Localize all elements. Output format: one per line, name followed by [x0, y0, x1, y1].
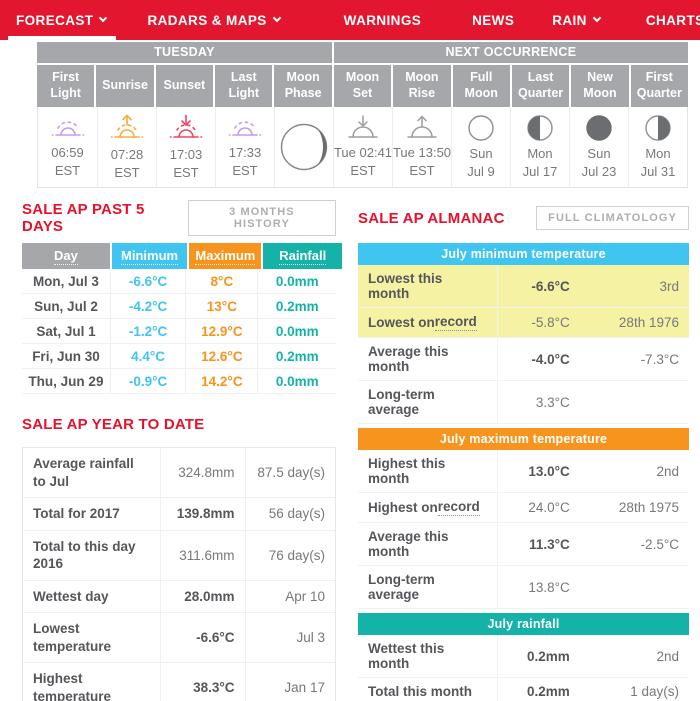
col-header-moon-set: Moon Set	[333, 65, 392, 107]
table-row: Average rainfall to Jul 324.8mm 87.5 day…	[23, 448, 335, 499]
first-light-icon	[51, 121, 84, 136]
table-row: Highest temperature 38.3°C Jan 17	[23, 663, 335, 701]
col-header-sunrise: Sunrise	[96, 65, 154, 107]
table-row: Sat, Jul 1 -1.2°C 12.9°C 0.0mm	[22, 319, 336, 344]
year-to-date-title: SALE AP YEAR TO DATE	[22, 416, 205, 433]
nav-label: NEWS	[472, 12, 515, 28]
table-row: Total to this day 2016 311.6mm 76 day(s)	[23, 530, 335, 581]
table-row: Average this month 11.3°C -2.5°C	[358, 523, 689, 566]
col-header-last-light: Last Light	[215, 65, 273, 107]
header-day[interactable]: Day	[54, 247, 78, 265]
header-minimum[interactable]: Minimum	[121, 247, 179, 265]
moon-set-icon	[348, 115, 378, 139]
col-header-full-moon: Full Moon	[452, 65, 510, 107]
col-header-first-quarter: First Quarter	[630, 65, 688, 107]
moon-phase-icon	[280, 123, 328, 171]
last-quarter-moon-icon	[527, 115, 553, 141]
header-rainfall[interactable]: Rainfall	[279, 247, 327, 265]
table-row: Thu, Jun 29 -0.9°C 14.2°C 0.0mm	[22, 369, 336, 394]
sun-moon-table: TUESDAY NEXT OCCURRENCE First Light Sunr…	[37, 42, 688, 188]
almanac-rainfall-header: July rainfall	[358, 613, 689, 635]
cell-last-quarter: Mon Jul 17	[510, 107, 569, 187]
col-header-sunset: Sunset	[155, 65, 214, 107]
header-maximum[interactable]: Maximum	[195, 247, 256, 265]
nav-item-forecast[interactable]: FORECAST	[16, 12, 108, 28]
cell-moon-phase	[274, 107, 333, 187]
last-light-icon	[228, 121, 262, 136]
past-5-days-title: SALE AP PAST 5 DAYS	[22, 201, 145, 235]
active-tab-underline	[8, 36, 116, 40]
table-row: Highest on record 24.0°C 28th 1975	[358, 493, 689, 523]
full-climatology-button[interactable]: FULL CLIMATOLOGY	[536, 206, 689, 230]
cell-last-light: 17:33 EST	[215, 107, 274, 187]
cell-sunrise: 07:28 EST	[97, 107, 156, 187]
cell-moon-set: Tue 02:41 EST	[333, 107, 392, 187]
col-header-moon-phase: Moon Phase	[274, 65, 332, 107]
sunrise-icon	[110, 114, 144, 138]
cell-moon-rise: Tue 13:50 EST	[392, 107, 451, 187]
col-header-new-moon: New Moon	[571, 65, 629, 107]
record-link[interactable]: record	[434, 314, 477, 331]
cell-sunset: 17:03 EST	[156, 107, 215, 187]
nav-label: RAIN	[552, 12, 587, 28]
table-row: Long-term average 13.8°C	[358, 566, 689, 609]
chevron-down-icon	[592, 13, 602, 23]
col-header-moon-rise: Moon Rise	[393, 65, 451, 107]
nav-item-rain[interactable]: RAIN	[552, 12, 602, 28]
nav-item-news[interactable]: NEWS	[472, 13, 514, 28]
group-header-next-occurrence: NEXT OCCURRENCE	[333, 42, 688, 63]
first-quarter-moon-icon	[645, 115, 671, 141]
table-row: Highest this month 13.0°C 2nd	[358, 450, 689, 493]
table-row: Lowest temperature -6.6°C Jul 3	[23, 613, 335, 664]
nav-label: CHARTS	[645, 12, 700, 28]
almanac-max-temp-header: July maximum temperature	[358, 428, 689, 450]
table-row: Average this month -4.0°C -7.3°C	[358, 338, 689, 381]
table-row-highlighted: Lowest on record -5.8°C 28th 1976	[358, 308, 689, 338]
almanac-min-temp-header: July minimum temperature	[358, 243, 689, 265]
col-header-first-light: First Light	[37, 65, 95, 107]
table-row: Fri, Jun 30 4.4°C 12.6°C 0.2mm	[22, 344, 336, 369]
almanac-max-temp-group: July maximum temperature Highest this mo…	[358, 428, 689, 609]
top-navigation: FORECAST RADARS & MAPS WARNINGS NEWS RAI…	[0, 0, 700, 40]
nav-label: RADARS & MAPS	[147, 12, 267, 28]
almanac-min-temp-group: July minimum temperature Lowest this mon…	[358, 243, 689, 424]
table-row: Wettest day 28.0mm Apr 10	[23, 580, 335, 614]
nav-item-charts[interactable]: CHARTS	[646, 13, 700, 28]
nav-label: FORECAST	[16, 12, 94, 28]
col-header-last-quarter: Last Quarter	[511, 65, 570, 107]
year-to-date-table: Average rainfall to Jul 324.8mm 87.5 day…	[22, 447, 336, 701]
cell-full-moon: Sun Jul 9	[451, 107, 510, 187]
record-link[interactable]: record	[437, 499, 480, 516]
table-row-highlighted: Lowest this month -6.6°C 3rd	[358, 265, 689, 308]
table-row: Wettest this month 0.2mm 2nd	[358, 635, 689, 678]
nav-label: WARNINGS	[343, 12, 422, 28]
table-row: Total for 2017 139.8mm 56 day(s)	[23, 498, 335, 531]
cell-first-light: 06:59 EST	[38, 107, 97, 187]
three-months-history-button[interactable]: 3 MONTHS HISTORY	[187, 200, 336, 236]
sunset-icon	[169, 114, 203, 138]
table-row: Long-term average 3.3°C	[358, 381, 689, 424]
chevron-down-icon	[99, 13, 108, 23]
chevron-down-icon	[272, 13, 281, 23]
table-row: Total this month 0.2mm 1 day(s)	[358, 678, 689, 701]
new-moon-icon	[586, 115, 612, 141]
nav-item-warnings[interactable]: WARNINGS	[344, 13, 421, 28]
group-header-day: TUESDAY	[37, 42, 332, 63]
nav-item-radars-maps[interactable]: RADARS & MAPS	[147, 12, 281, 28]
past-5-days-table: Day Minimum Maximum Rainfall Mon, Jul 3 …	[22, 243, 342, 394]
almanac-rainfall-group: July rainfall Wettest this month 0.2mm 2…	[358, 613, 689, 701]
full-moon-icon	[468, 115, 494, 141]
almanac-title: SALE AP ALMANAC	[358, 209, 505, 227]
cell-first-quarter: Mon Jul 31	[628, 107, 687, 187]
table-row: Mon, Jul 3 -6.6°C 8°C 0.0mm	[22, 269, 336, 294]
table-row: Sun, Jul 2 -4.2°C 13°C 0.2mm	[22, 294, 336, 319]
moon-rise-icon	[407, 115, 437, 139]
cell-new-moon: Sun Jul 23	[569, 107, 628, 187]
